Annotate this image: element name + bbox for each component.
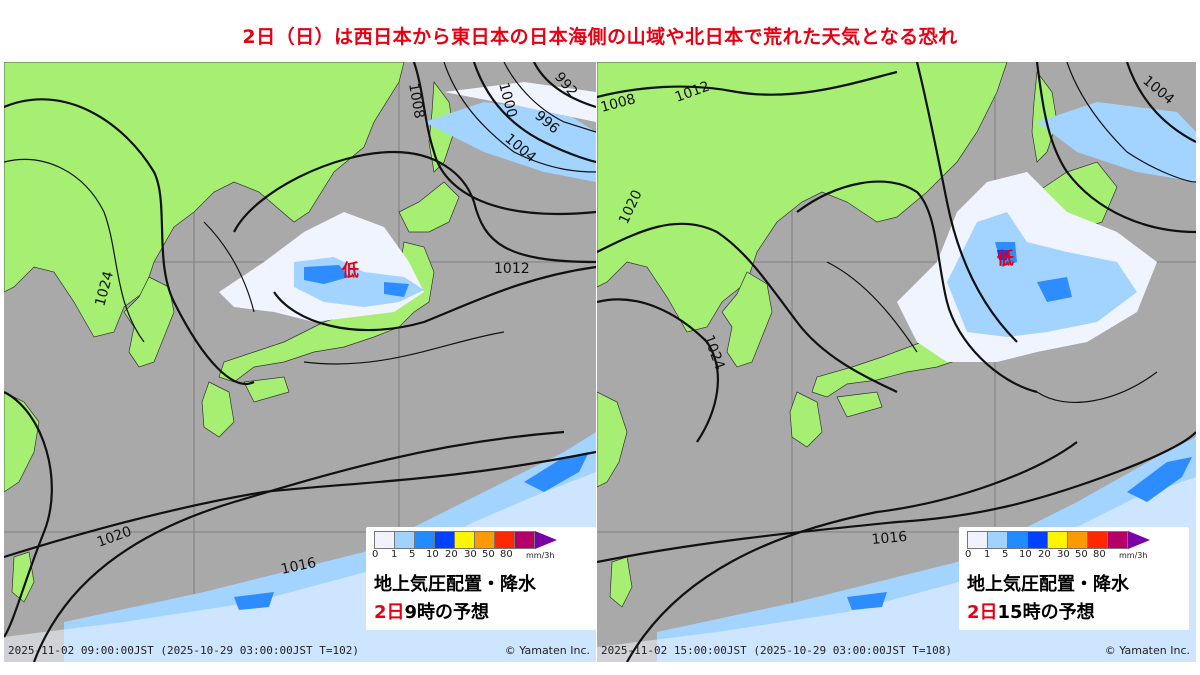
land-korea bbox=[123, 276, 175, 368]
caption-time-rest: 15時の予想 bbox=[997, 602, 1095, 623]
land-hokkaido bbox=[398, 181, 460, 233]
land-shikoku bbox=[243, 376, 290, 403]
legend-tick: 80 bbox=[500, 549, 513, 560]
isobar-label: 1016 bbox=[280, 555, 318, 578]
legend-tick: 1 bbox=[391, 549, 398, 560]
low-pressure-marker: 低 bbox=[996, 248, 1014, 269]
isobars-right bbox=[597, 62, 1196, 662]
legend-tick: 20 bbox=[1038, 549, 1051, 560]
legend-unit: mm/3h bbox=[526, 551, 555, 560]
land-kyushu bbox=[789, 391, 823, 448]
land-korea bbox=[721, 271, 773, 368]
legend-unit: mm/3h bbox=[1119, 551, 1148, 560]
isobar-label: 1012 bbox=[494, 261, 530, 277]
land-kyushu bbox=[201, 381, 235, 438]
headline: 2日（日）は西日本から東日本の日本海側の山域や北日本で荒れた天気となる恐れ bbox=[242, 26, 958, 48]
legend-tick: 50 bbox=[482, 549, 495, 560]
caption-time-rest: 9時の予想 bbox=[404, 602, 490, 623]
model-run-timestamp: 2025-11-02 09:00:00JST (2025-10-29 03:00… bbox=[8, 644, 359, 657]
legend-tick: 5 bbox=[409, 549, 416, 560]
precip-legend-right: 0 1 5 10 20 30 50 80 mm/3h 地上気圧配置・降水 2日1… bbox=[959, 527, 1189, 630]
legend-tick: 30 bbox=[464, 549, 477, 560]
isobar-label: 1008 bbox=[405, 82, 427, 120]
land-shikoku bbox=[836, 391, 883, 418]
land-china-south bbox=[597, 391, 628, 488]
caption-day: 2日 bbox=[374, 602, 405, 623]
legend-tick: 10 bbox=[1019, 549, 1032, 560]
land-taiwan bbox=[11, 551, 35, 603]
legend-color-bar bbox=[967, 531, 1181, 549]
map-caption-time: 2日15時の予想 bbox=[967, 598, 1181, 624]
legend-ticks: 0 1 5 10 20 30 50 80 mm/3h bbox=[372, 549, 588, 562]
legend-color-bar bbox=[374, 531, 588, 549]
legend-tick: 0 bbox=[372, 549, 379, 560]
forecast-map-left: 1024 1020 1016 1012 1008 1004 1000 996 9… bbox=[4, 62, 596, 662]
legend-tick: 0 bbox=[965, 549, 972, 560]
caption-day: 2日 bbox=[967, 602, 998, 623]
legend-tick: 50 bbox=[1075, 549, 1088, 560]
map-caption-time: 2日9時の予想 bbox=[374, 598, 588, 624]
legend-tick: 5 bbox=[1002, 549, 1009, 560]
isobars-left bbox=[4, 62, 596, 662]
map-caption-title: 地上気圧配置・降水 bbox=[967, 574, 1129, 595]
copyright: © Yamaten Inc. bbox=[504, 644, 590, 657]
isobar-label: 1016 bbox=[871, 529, 908, 548]
model-run-timestamp: 2025-11-02 15:00:00JST (2025-10-29 03:00… bbox=[601, 644, 952, 657]
legend-ticks: 0 1 5 10 20 30 50 80 mm/3h bbox=[965, 549, 1181, 562]
legend-tick: 30 bbox=[1057, 549, 1070, 560]
forecast-map-right: 1024 1020 1016 1012 1008 1004 低 0 1 5 10… bbox=[597, 62, 1196, 662]
legend-tick: 80 bbox=[1093, 549, 1106, 560]
low-pressure-marker: 低 bbox=[341, 260, 359, 281]
copyright: © Yamaten Inc. bbox=[1104, 644, 1190, 657]
map-caption-title: 地上気圧配置・降水 bbox=[374, 574, 536, 595]
land-continent bbox=[4, 62, 405, 338]
legend-tick: 20 bbox=[445, 549, 458, 560]
legend-tick: 1 bbox=[984, 549, 991, 560]
precip-legend-left: 0 1 5 10 20 30 50 80 mm/3h 地上気圧配置・降水 2日9… bbox=[366, 527, 596, 630]
legend-tick: 10 bbox=[426, 549, 439, 560]
land-continent bbox=[597, 62, 1008, 333]
